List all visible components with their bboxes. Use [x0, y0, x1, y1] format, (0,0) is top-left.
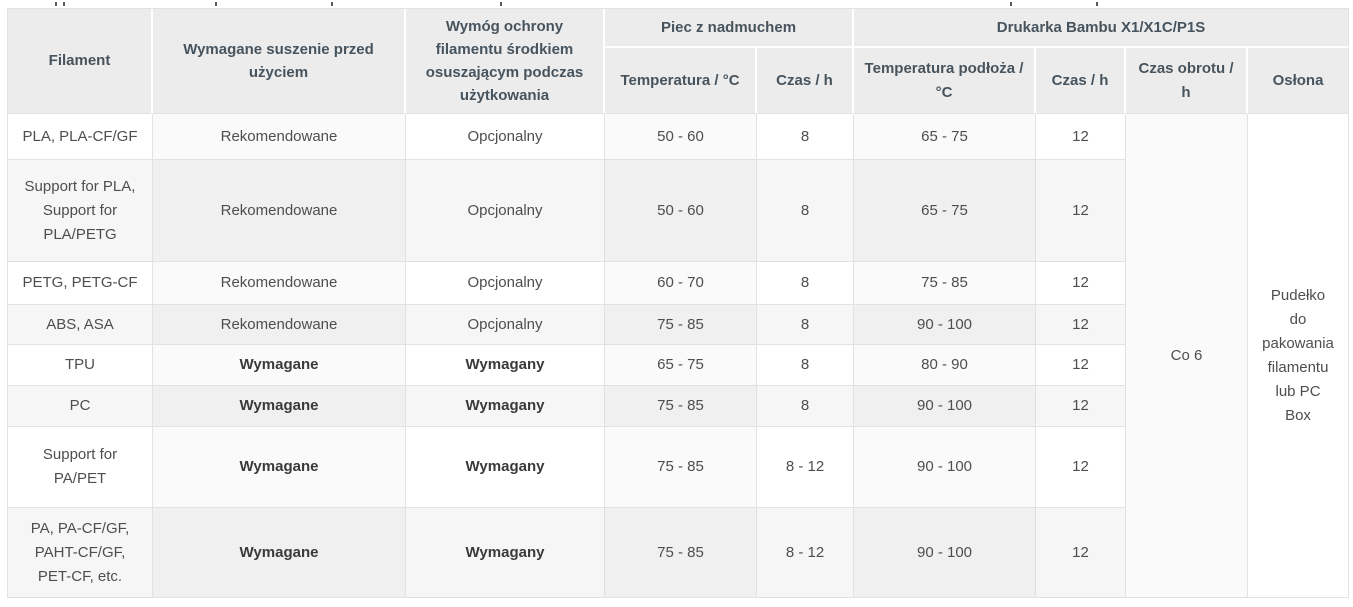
cell-oven-time: 8 [757, 262, 855, 305]
cell-bed-temp: 90 - 100 [854, 508, 1037, 598]
group-header-bambu-printer: Drukarka Bambu X1/X1C/P1S [854, 9, 1350, 48]
cell-filament: TPU [8, 345, 153, 386]
cell-oven-time: 8 [757, 386, 855, 427]
cell-desiccant: Opcjonalny [406, 160, 605, 262]
cell-oven-temp: 75 - 85 [605, 427, 757, 508]
cell-oven-time: 8 [757, 114, 855, 160]
cell-drying: Rekomendowane [153, 114, 406, 160]
cell-bed-time: 12 [1036, 114, 1127, 160]
cell-oven-temp: 65 - 75 [605, 345, 757, 386]
header-row-subcolumns: Temperatura / °C Czas / h Temperatura po… [8, 48, 1350, 114]
cell-desiccant: Opcjonalny [406, 262, 605, 305]
cell-desiccant: Opcjonalny [406, 114, 605, 160]
cell-desiccant: Wymagany [406, 508, 605, 598]
cell-oven-time: 8 [757, 345, 855, 386]
cell-bed-time: 12 [1036, 305, 1127, 345]
cell-drying: Wymagane [153, 427, 406, 508]
cell-drying: Rekomendowane [153, 305, 406, 345]
cell-desiccant: Opcjonalny [406, 305, 605, 345]
cell-bed-time: 12 [1036, 262, 1127, 305]
cell-bed-time: 12 [1036, 345, 1127, 386]
cell-bed-temp: 75 - 85 [854, 262, 1037, 305]
cell-oven-time: 8 - 12 [757, 427, 855, 508]
table-row: Support for PA/PET Wymagane Wymagany 75 … [8, 427, 1349, 508]
cell-oven-temp: 75 - 85 [605, 386, 757, 427]
cell-filament: ABS, ASA [8, 305, 153, 345]
col-header-bed-temperature: Temperatura podłoża / °C [854, 48, 1037, 114]
cell-oven-time: 8 - 12 [757, 508, 855, 598]
col-header-drying: Wymagane suszenie przed użyciem [153, 9, 406, 114]
table-row: PLA, PLA-CF/GF Rekomendowane Opcjonalny … [8, 114, 1350, 598]
table-row: PETG, PETG-CF Rekomendowane Opcjonalny 6… [8, 262, 1349, 305]
cell-oven-temp: 75 - 85 [605, 305, 757, 345]
table-row: TPU Wymagane Wymagany 65 - 75 8 80 - 90 … [8, 345, 1349, 386]
cell-drying: Wymagane [153, 508, 406, 598]
cell-bed-temp: 90 - 100 [854, 427, 1037, 508]
cell-bed-temp: 80 - 90 [854, 345, 1037, 386]
cell-desiccant: Wymagany [406, 345, 605, 386]
cell-drying: Rekomendowane [153, 262, 406, 305]
cell-bed-time: 12 [1036, 508, 1127, 598]
col-header-desiccant: Wymóg ochrony filamentu środkiem osuszaj… [406, 9, 605, 114]
cell-desiccant: Wymagany [406, 427, 605, 508]
cell-bed-time: 12 [1036, 427, 1127, 508]
table-row: PC Wymagane Wymagany 75 - 85 8 90 - 100 … [8, 386, 1349, 427]
cell-drying: Wymagane [153, 386, 406, 427]
clipped-text-fragments [0, 2, 2, 6]
cell-filament: Support for PA/PET [8, 427, 153, 508]
cell-rotation-time-merged: Co 6 [1126, 114, 1249, 598]
filament-drying-table: Filament Wymagane suszenie przed użyciem… [7, 8, 1350, 598]
cell-drying: Wymagane [153, 345, 406, 386]
cell-desiccant: Wymagany [406, 386, 605, 427]
cell-oven-time: 8 [757, 160, 855, 262]
header-row-groups: Filament Wymagane suszenie przed użyciem… [8, 9, 1350, 114]
col-header-rotation-time: Czas obrotu / h [1126, 48, 1249, 114]
col-header-bed-time: Czas / h [1036, 48, 1127, 114]
cell-filament: PC [8, 386, 153, 427]
cell-bed-temp: 65 - 75 [854, 160, 1037, 262]
cell-bed-temp: 90 - 100 [854, 386, 1037, 427]
col-header-oven-time: Czas / h [757, 48, 855, 114]
cell-filament: PETG, PETG-CF [8, 262, 153, 305]
cell-oven-temp: 50 - 60 [605, 114, 757, 160]
cell-filament: PA, PA-CF/GF, PAHT-CF/GF, PET-CF, etc. [8, 508, 153, 598]
group-header-blast-oven: Piec z nadmuchem [605, 9, 855, 48]
col-header-cover: Osłona [1248, 48, 1350, 114]
cell-bed-temp: 90 - 100 [854, 305, 1037, 345]
cell-bed-time: 12 [1036, 386, 1127, 427]
cell-oven-temp: 75 - 85 [605, 508, 757, 598]
cell-cover-merged: Pudełko do pakowania filamentu lub PC Bo… [1248, 114, 1350, 598]
cell-oven-time: 8 [757, 305, 855, 345]
col-header-oven-temperature: Temperatura / °C [605, 48, 757, 114]
cell-oven-temp: 60 - 70 [605, 262, 757, 305]
cell-filament: PLA, PLA-CF/GF [8, 114, 153, 160]
cell-bed-temp: 65 - 75 [854, 114, 1037, 160]
cell-filament: Support for PLA, Support for PLA/PETG [8, 160, 153, 262]
table-row: ABS, ASA Rekomendowane Opcjonalny 75 - 8… [8, 305, 1349, 345]
cell-drying: Rekomendowane [153, 160, 406, 262]
cell-oven-temp: 50 - 60 [605, 160, 757, 262]
table-row: Support for PLA, Support for PLA/PETG Re… [8, 160, 1349, 262]
cell-bed-time: 12 [1036, 160, 1127, 262]
table-row: PA, PA-CF/GF, PAHT-CF/GF, PET-CF, etc. W… [8, 508, 1349, 598]
col-header-filament: Filament [8, 9, 153, 114]
